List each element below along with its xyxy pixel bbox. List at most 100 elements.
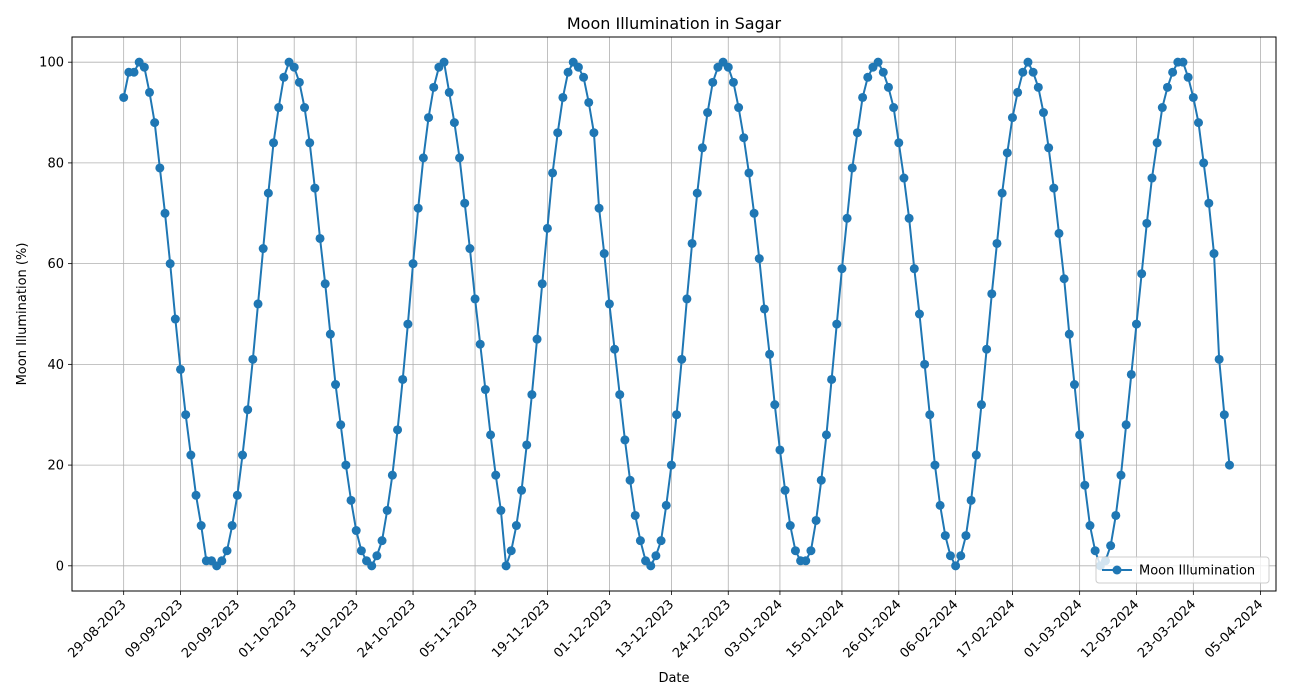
data-point: [537, 279, 547, 289]
data-point: [1193, 118, 1203, 128]
data-point: [424, 113, 434, 123]
data-point: [413, 203, 423, 213]
data-point: [548, 168, 558, 178]
data-point: [387, 470, 397, 480]
data-point: [150, 118, 160, 128]
data-point: [765, 349, 775, 359]
data-point: [491, 470, 501, 480]
data-point: [393, 425, 403, 435]
data-point: [1168, 67, 1178, 77]
data-point: [367, 561, 377, 571]
plot-area-frame: [71, 36, 1277, 592]
data-point: [289, 62, 299, 72]
data-point: [987, 289, 997, 299]
data-point: [945, 551, 955, 561]
data-point: [139, 62, 149, 72]
data-point: [542, 223, 552, 233]
data-point: [1090, 546, 1100, 556]
data-point: [1007, 113, 1017, 123]
data-point: [899, 173, 909, 183]
data-point: [558, 92, 568, 102]
data-point: [279, 72, 289, 82]
data-point: [1147, 173, 1157, 183]
data-point: [248, 354, 258, 364]
data-point: [728, 77, 738, 87]
data-point: [1157, 103, 1167, 113]
data-point: [1080, 480, 1090, 490]
data-point: [465, 244, 475, 254]
data-point: [563, 67, 573, 77]
data-point: [186, 450, 196, 460]
data-point: [356, 546, 366, 556]
data-point: [635, 536, 645, 546]
y-tick-label: 20: [47, 459, 64, 474]
data-point: [780, 485, 790, 495]
data-point: [1131, 319, 1141, 329]
data-point: [1064, 329, 1074, 339]
data-point: [744, 168, 754, 178]
data-point: [615, 390, 625, 400]
y-tick-label: 100: [39, 56, 64, 71]
data-point: [294, 77, 304, 87]
data-point: [697, 143, 707, 153]
data-point: [227, 521, 237, 531]
data-point: [315, 233, 325, 243]
data-point: [630, 510, 640, 520]
data-point: [1075, 430, 1085, 440]
data-point: [599, 249, 609, 259]
data-point: [382, 505, 392, 515]
data-point: [170, 314, 180, 324]
data-point: [527, 390, 537, 400]
data-point: [444, 87, 454, 97]
data-point: [1023, 57, 1033, 67]
data-point: [305, 138, 315, 148]
data-point: [666, 460, 676, 470]
data-point: [181, 410, 191, 420]
data-point: [1188, 92, 1198, 102]
data-point: [682, 294, 692, 304]
data-point: [749, 208, 759, 218]
data-point: [403, 319, 413, 329]
data-point: [341, 460, 351, 470]
data-point: [1183, 72, 1193, 82]
data-point: [589, 128, 599, 138]
data-point: [894, 138, 904, 148]
data-point: [1199, 158, 1209, 168]
data-point: [145, 87, 155, 97]
x-axis-label: Date: [658, 671, 689, 686]
data-point: [176, 364, 186, 374]
data-point: [475, 339, 485, 349]
data-point: [1116, 470, 1126, 480]
data-point: [331, 380, 341, 390]
data-point: [925, 410, 935, 420]
data-point: [1049, 183, 1059, 193]
data-point: [759, 304, 769, 314]
data-point: [1224, 460, 1234, 470]
data-point: [677, 354, 687, 364]
data-point: [532, 334, 542, 344]
data-point: [935, 500, 945, 510]
data-point: [1033, 82, 1043, 92]
data-point: [1069, 380, 1079, 390]
data-point: [346, 495, 356, 505]
data-point: [1085, 521, 1095, 531]
y-axis-label: Moon Illumination (%): [15, 243, 30, 386]
data-point: [1013, 87, 1023, 97]
data-point: [594, 203, 604, 213]
data-point: [553, 128, 563, 138]
data-point: [656, 536, 666, 546]
y-tick-label: 40: [47, 358, 64, 373]
data-point: [506, 546, 516, 556]
data-point: [517, 485, 527, 495]
data-point: [909, 264, 919, 274]
data-point: [449, 118, 459, 128]
data-point: [584, 97, 594, 107]
data-point: [842, 213, 852, 223]
data-point: [351, 526, 361, 536]
data-point: [470, 294, 480, 304]
y-tick-label: 80: [47, 156, 64, 171]
data-point: [625, 475, 635, 485]
data-point: [852, 128, 862, 138]
data-point: [300, 103, 310, 113]
data-point: [1002, 148, 1012, 158]
